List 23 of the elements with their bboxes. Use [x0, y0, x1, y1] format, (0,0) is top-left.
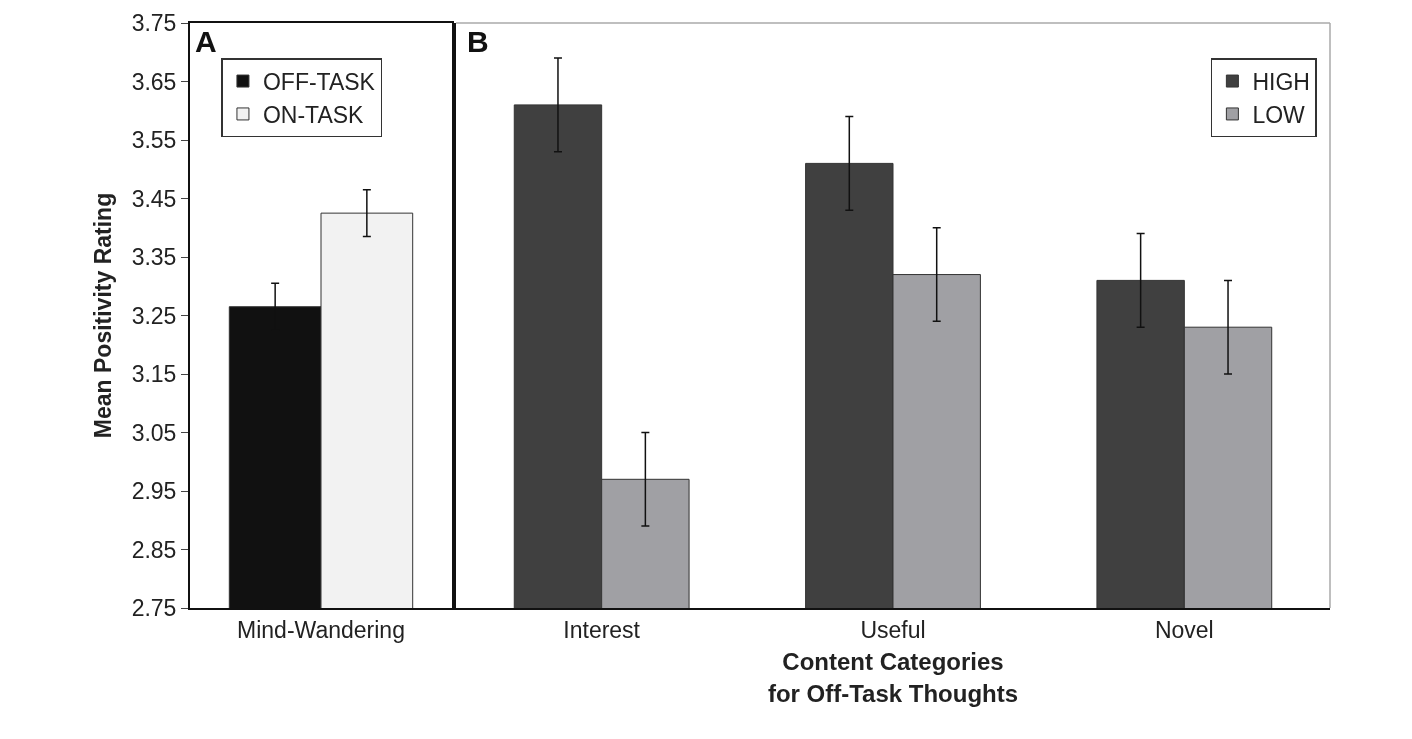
y-tick-label: 2.95	[131, 478, 177, 505]
x-tick-label: Interest	[563, 616, 641, 643]
legend-label: OFF-TASK	[262, 69, 376, 96]
y-tick-label: 3.45	[131, 185, 177, 212]
legend-label: ON-TASK	[262, 101, 365, 128]
y-tick-label: 3.65	[131, 68, 177, 95]
x-tick-label: Novel	[1154, 616, 1214, 643]
text: A	[195, 25, 217, 58]
y-tick-label: 3.55	[131, 127, 177, 154]
y-tick-label: 3.05	[131, 419, 177, 446]
y-tick-label: 3.75	[131, 10, 177, 37]
legend-label: HIGH	[1252, 69, 1310, 96]
x-tick-label: Mind-Wandering	[237, 616, 405, 643]
x-tick-label: Useful	[860, 616, 926, 643]
y-tick-label: 3.15	[131, 361, 177, 388]
y-tick-label: 3.25	[131, 302, 177, 329]
y-tick-label: 2.75	[131, 595, 177, 622]
y-axis-title: Mean Positivity Rating	[89, 192, 116, 439]
annotation: B	[467, 25, 489, 58]
y-tick-label: 2.85	[131, 536, 177, 563]
x-axis-title: Content Categories for Off-Task Thoughts	[767, 648, 1019, 707]
y-tick-label: 3.35	[131, 244, 177, 271]
legend-label: LOW	[1252, 101, 1306, 128]
